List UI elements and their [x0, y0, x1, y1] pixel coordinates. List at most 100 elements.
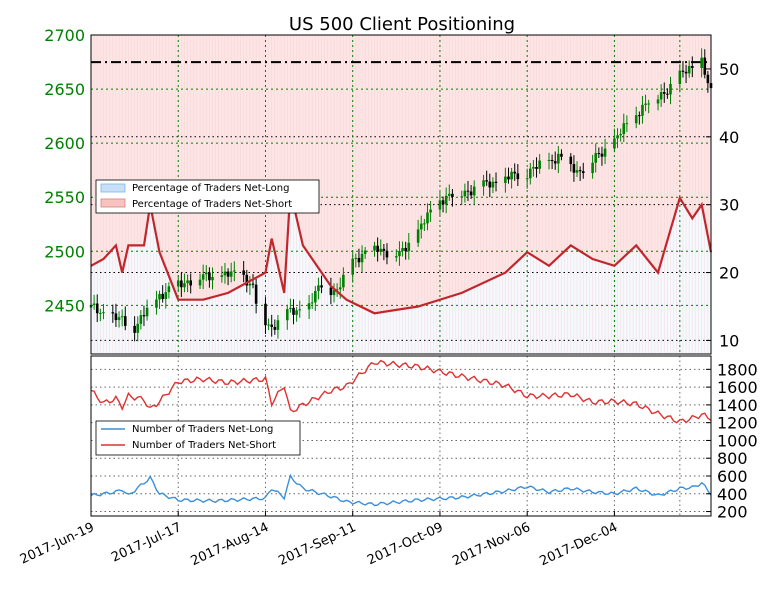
positioning-legend: Percentage of Traders Net-Long Percentag… [95, 179, 320, 214]
candle-body [329, 287, 333, 296]
candle-body [644, 103, 647, 105]
candle-body [616, 135, 619, 139]
legend-label-traders-short: Number of Traders Net-Short [132, 440, 276, 451]
candle-body [223, 271, 227, 276]
price-panel: 2450 2500 2550 2600 2650 2700 10 20 30 40 50 Perc… [44, 26, 739, 355]
candle-body [666, 93, 669, 95]
candle-body [376, 245, 379, 252]
candle-body [638, 115, 641, 117]
legend-label-traders-long: Number of Traders Net-Long [132, 424, 273, 435]
candle-body [447, 193, 451, 196]
candle-body [298, 309, 302, 311]
candle-body [385, 250, 389, 258]
candle-body [485, 180, 488, 182]
candle-body [310, 302, 314, 304]
candle-body [379, 248, 383, 252]
chart-title: US 500 Client Positioning [289, 14, 515, 35]
candle-body [669, 83, 672, 95]
traders-tick-label: 1600 [717, 378, 758, 397]
percent-tick-label: 30 [719, 196, 739, 215]
candle-body [338, 287, 342, 290]
candle-body [659, 92, 663, 100]
candle-body [92, 303, 96, 305]
candle-body [438, 200, 442, 210]
positioning-fill [90, 35, 712, 354]
candle-body [176, 280, 180, 287]
candle-body [198, 279, 202, 286]
candle-body [123, 316, 127, 326]
candle-body [594, 153, 598, 163]
traders-tick-label: 200 [717, 503, 748, 522]
candle-body [99, 312, 102, 314]
candle-body [183, 283, 186, 288]
candle-body [273, 326, 277, 330]
candle-body [419, 223, 423, 230]
candle-body [404, 247, 407, 252]
candle-body [102, 312, 105, 314]
candle-body [591, 162, 594, 174]
candle-body [572, 164, 576, 173]
candle-body [706, 74, 710, 84]
candles [89, 48, 713, 342]
candle-body [550, 159, 554, 162]
percent-tick-label: 20 [719, 264, 739, 283]
candle-body [120, 316, 124, 318]
candle-body [133, 325, 136, 333]
traders-tick-label: 1800 [717, 360, 758, 379]
candle-body [242, 270, 245, 275]
traders-panel-frame [90, 355, 712, 517]
candle-body [357, 257, 361, 263]
candle-body [276, 320, 280, 330]
candle-body [335, 289, 339, 291]
candle-body [581, 171, 585, 174]
candle-body [267, 324, 270, 326]
candle-body [264, 303, 267, 326]
price-tick-label: 2600 [44, 134, 85, 153]
candle-body [270, 324, 274, 327]
candle-body [351, 258, 355, 275]
candle-body [382, 248, 386, 251]
traders-legend: Number of Traders Net-Long Number of Tra… [95, 420, 301, 456]
percent-tick-label: 40 [719, 128, 739, 147]
candle-body [684, 71, 688, 74]
candle-body [622, 123, 626, 135]
candle-body [619, 134, 622, 136]
legend-label-net-short: Percentage of Traders Net-Short [132, 199, 292, 210]
candle-body [557, 153, 560, 164]
candle-body [167, 286, 171, 293]
candle-body [460, 196, 464, 198]
legend-swatch-net-long [100, 183, 126, 193]
candle-body [204, 272, 208, 275]
candle-body [472, 186, 476, 196]
candle-body [600, 153, 604, 157]
candle-body [407, 242, 411, 252]
candle-body [466, 190, 470, 192]
candle-body [233, 270, 236, 272]
candle-body [164, 292, 168, 300]
candle-body [444, 195, 448, 205]
candle-body [488, 181, 492, 188]
candle-body [245, 274, 249, 286]
candle-body [373, 245, 376, 251]
candle-body [538, 160, 541, 169]
candle-body [426, 212, 429, 224]
candle-body [201, 274, 205, 280]
percent-tick-label: 10 [719, 331, 739, 350]
candle-body [641, 104, 644, 116]
candle-body [528, 168, 532, 179]
traders-tick-label: 1200 [717, 414, 758, 433]
candle-body [180, 280, 183, 288]
candle-body [229, 271, 233, 277]
candle-body [136, 323, 140, 333]
candle-body [687, 66, 691, 74]
net-long-area [91, 191, 711, 354]
candle-body [317, 285, 320, 291]
candle-body [292, 307, 295, 315]
candle-body [451, 193, 454, 197]
candle-body [289, 307, 292, 310]
candle-body [469, 191, 473, 196]
candle-body [703, 57, 707, 75]
traders-tick-label: 1000 [717, 431, 758, 450]
